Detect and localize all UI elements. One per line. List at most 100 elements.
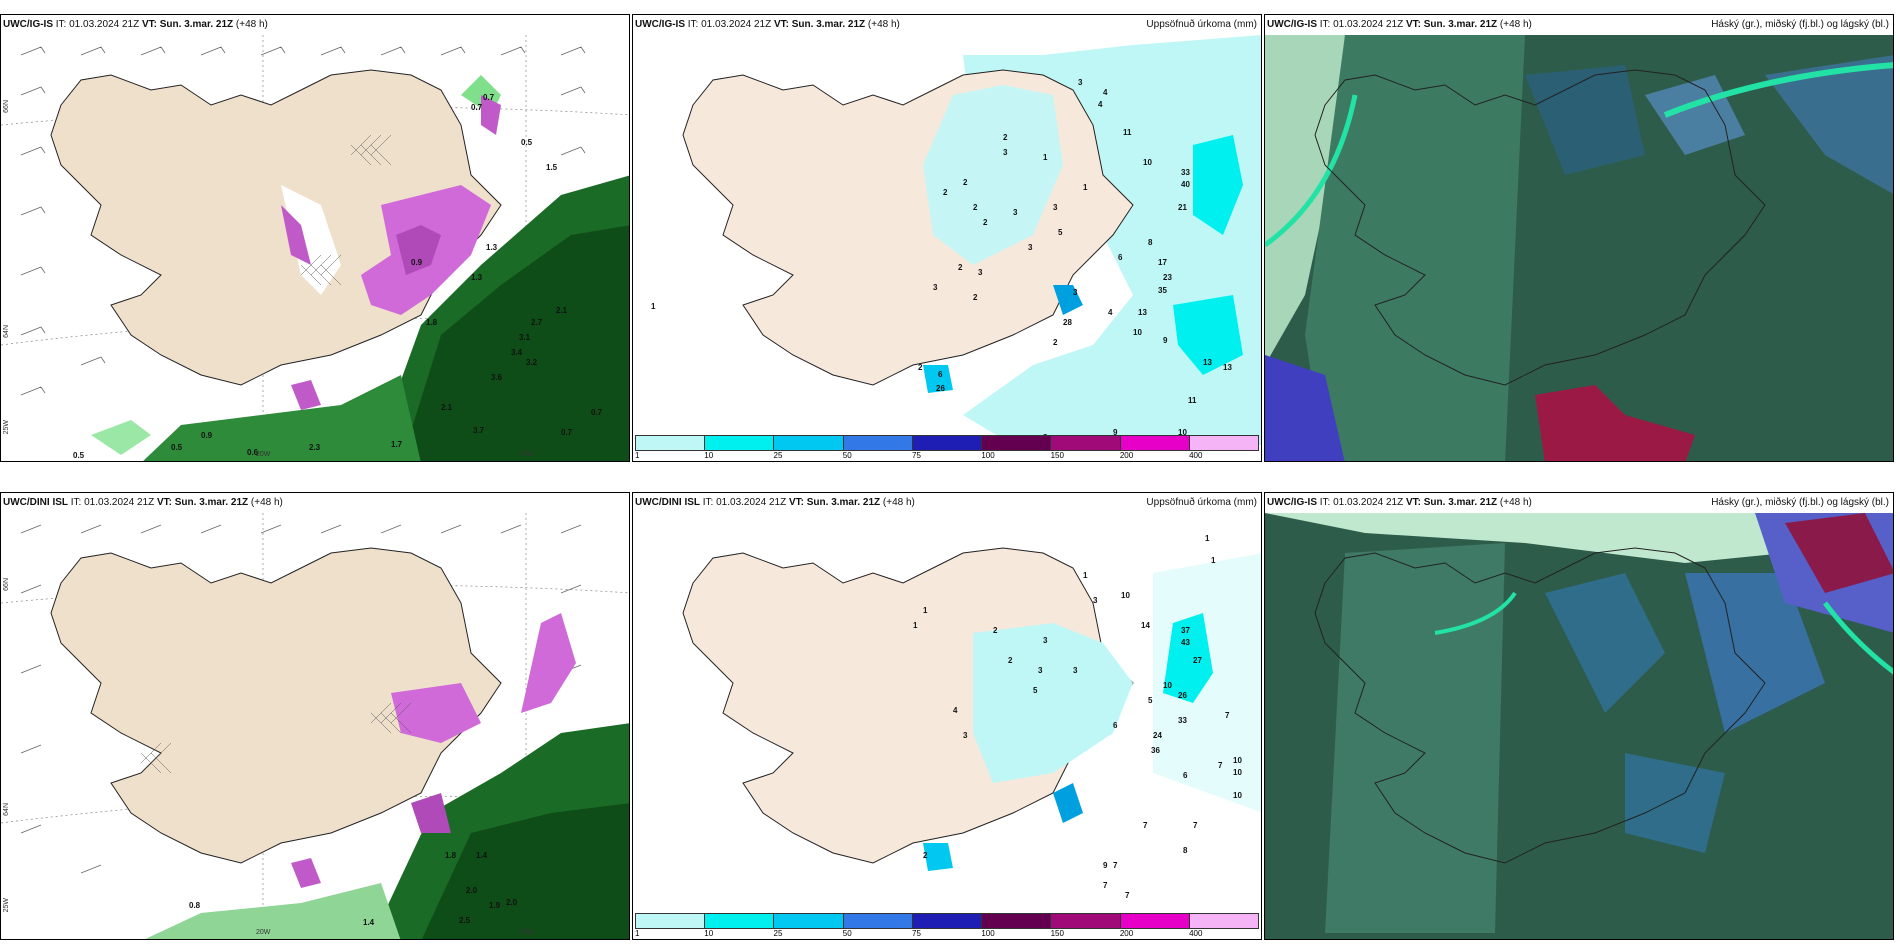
value-label: 2 xyxy=(973,203,978,212)
panel-header: UWC/IG-IS IT: 01.03.2024 21Z VT: Sun. 3.… xyxy=(1267,19,1889,30)
wind-precip-map: 0.7 0.7 0.5 1.5 1.3 0.9 1.3 2.1 2.7 3.1 … xyxy=(1,35,629,461)
panel-top-right: UWC/IG-IS IT: 01.03.2024 21Z VT: Sun. 3.… xyxy=(1264,14,1894,462)
lat-label-66n: 66N xyxy=(3,578,10,591)
colorbar-tick: 75 xyxy=(912,451,921,460)
value-label: 5 xyxy=(1033,686,1038,695)
value-label: 36 xyxy=(1151,746,1160,755)
value-label: 1.8 xyxy=(445,851,457,860)
value-label: 2 xyxy=(923,851,928,860)
value-label: 2 xyxy=(1008,656,1013,665)
lat-label-64n: 64N xyxy=(3,803,10,816)
value-label: 5 xyxy=(1148,696,1153,705)
colorbar-segment xyxy=(1051,435,1121,451)
value-label: 3.6 xyxy=(491,373,503,382)
colorbar-segment xyxy=(1189,435,1259,451)
panel-header: UWC/IG-IS IT: 01.03.2024 21Z VT: Sun. 3.… xyxy=(635,19,1257,30)
value-label: 1.5 xyxy=(546,163,558,172)
valid-time-label: VT: xyxy=(1405,497,1421,508)
value-label: 3 xyxy=(963,731,968,740)
value-label: 17 xyxy=(1158,258,1167,267)
value-label: 33 xyxy=(1181,168,1190,177)
value-label: 21 xyxy=(1178,203,1187,212)
colorbar-segment xyxy=(635,913,706,929)
value-label: 1.3 xyxy=(471,273,483,282)
value-label: 3 xyxy=(1003,148,1008,157)
valid-time: Sun. 3.mar. 21Z xyxy=(159,19,234,30)
valid-time: Sun. 3.mar. 21Z xyxy=(791,19,866,30)
panel-bottom-right: UWC/IG-IS IT: 01.03.2024 21Z VT: Sun. 3.… xyxy=(1264,492,1894,940)
value-label: 10 xyxy=(1143,158,1152,167)
value-label: 1 xyxy=(913,621,918,630)
value-label: 3 xyxy=(1078,78,1083,87)
value-label: 2 xyxy=(958,263,963,272)
value-label: 0.7 xyxy=(471,103,483,112)
model-name: UWC/IG-IS xyxy=(1267,19,1317,30)
value-label: 2.3 xyxy=(309,443,321,452)
value-label: 3 xyxy=(1093,596,1098,605)
value-label: 11 xyxy=(1188,396,1197,405)
value-label: 0.7 xyxy=(483,93,495,102)
value-label: 0.9 xyxy=(411,258,423,267)
lon-label-25w: 25W xyxy=(3,898,10,913)
lead-time: (+48 h) xyxy=(867,19,900,30)
value-label: 7 xyxy=(1193,821,1198,830)
colorbar-tick: 100 xyxy=(981,929,995,938)
value-label: 4 xyxy=(1108,308,1113,317)
value-label: 0.5 xyxy=(171,443,183,452)
value-label: 9 xyxy=(1103,861,1108,870)
valid-time-label: VT: xyxy=(773,19,789,30)
value-label: 13 xyxy=(1138,308,1147,317)
value-label: 8 xyxy=(1148,238,1153,247)
value-label: 0.5 xyxy=(521,138,533,147)
value-label: 6 xyxy=(1183,771,1188,780)
model-name: UWC/DINI ISL xyxy=(3,497,68,508)
value-label: 1 xyxy=(651,302,656,311)
lead-time: (+48 h) xyxy=(882,497,915,508)
value-label: 7 xyxy=(1218,761,1223,770)
colorbar-segment xyxy=(1120,913,1190,929)
panel-title: Uppsöfnuð úrkoma (mm) xyxy=(1146,497,1257,508)
init-time: IT: 01.03.2024 21Z xyxy=(1319,19,1404,30)
value-label: 4 xyxy=(1098,100,1103,109)
value-label: 1.7 xyxy=(391,440,403,449)
value-label: 0.6 xyxy=(247,448,259,457)
precip-colorbar xyxy=(635,435,1259,451)
value-label: 2 xyxy=(1003,133,1008,142)
value-label: 2 xyxy=(1053,338,1058,347)
value-label: 3 xyxy=(933,283,938,292)
value-label: 3.4 xyxy=(511,348,523,357)
value-label: 2 xyxy=(973,293,978,302)
value-label: 3.7 xyxy=(473,426,485,435)
value-label: 1.3 xyxy=(486,243,498,252)
model-name: UWC/DINI ISL xyxy=(635,497,700,508)
value-label: 2.0 xyxy=(506,898,518,907)
value-label: 7 xyxy=(1143,821,1148,830)
value-label: 10 xyxy=(1163,681,1172,690)
value-label: 1.4 xyxy=(476,851,488,860)
lead-time: (+48 h) xyxy=(1499,19,1532,30)
value-label: 1 xyxy=(1083,183,1088,192)
valid-time: Sun. 3.mar. 21Z xyxy=(1423,19,1498,30)
value-label: 28 xyxy=(1063,318,1072,327)
lat-label-64n: 64N xyxy=(3,325,10,338)
value-label: 10 xyxy=(1121,591,1130,600)
valid-time-label: VT: xyxy=(141,19,157,30)
colorbar-segment xyxy=(982,913,1052,929)
lon-label-20w: 20W xyxy=(256,451,271,458)
value-label: 26 xyxy=(1178,691,1187,700)
value-label: 2 xyxy=(963,178,968,187)
colorbar-tick: 25 xyxy=(773,929,783,938)
value-label: 3.1 xyxy=(519,333,531,342)
colorbar-tick: 25 xyxy=(773,451,783,460)
value-label: 3 xyxy=(1053,203,1058,212)
panel-header: UWC/IG-IS IT: 01.03.2024 21Z VT: Sun. 3.… xyxy=(1267,497,1889,508)
colorbar-tick: 10 xyxy=(704,451,714,460)
value-label: 10 xyxy=(1233,791,1242,800)
value-label: 6 xyxy=(938,370,943,379)
panel-header: UWC/DINI ISL IT: 01.03.2024 21Z VT: Sun.… xyxy=(635,497,1257,508)
value-label: 7 xyxy=(1103,881,1108,890)
colorbar-segment xyxy=(843,435,913,451)
value-label: 1 xyxy=(1205,534,1210,543)
panel-bottom-middle: UWC/DINI ISL IT: 01.03.2024 21Z VT: Sun.… xyxy=(632,492,1262,940)
value-label: 33 xyxy=(1178,716,1187,725)
